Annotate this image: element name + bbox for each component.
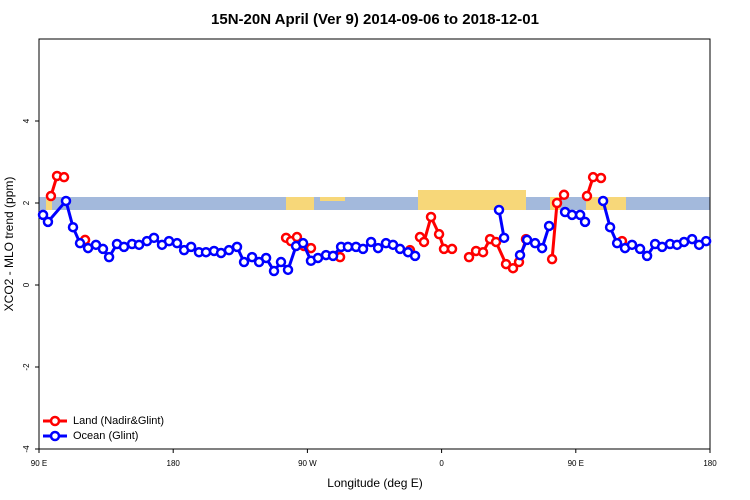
point (133, 239, 145, 251)
point (611, 237, 623, 249)
x-tick-label: 180 (167, 459, 181, 468)
point (74, 237, 86, 249)
point (574, 209, 586, 221)
point (118, 241, 130, 253)
point (446, 243, 458, 255)
point (626, 239, 638, 251)
point (45, 190, 57, 202)
point (58, 171, 70, 183)
point (305, 242, 317, 254)
point (425, 211, 437, 223)
point (42, 216, 54, 228)
point (536, 242, 548, 254)
surface-band (39, 197, 710, 210)
point (579, 216, 591, 228)
x-tick-label: 0 (439, 459, 444, 468)
point (163, 235, 175, 247)
point (686, 233, 698, 245)
y-tick-label: -2 (22, 363, 31, 371)
point (200, 246, 212, 258)
point (463, 251, 475, 263)
point (297, 237, 309, 249)
point (546, 253, 558, 265)
point (477, 246, 489, 258)
point (581, 190, 593, 202)
point (493, 204, 505, 216)
chart-title: 15N-20N April (Ver 9) 2014-09-06 to 2018… (211, 11, 539, 28)
point (37, 209, 49, 221)
point (558, 189, 570, 201)
point (700, 235, 712, 247)
point (641, 250, 653, 262)
point (521, 234, 533, 246)
point (60, 195, 72, 207)
point (514, 249, 526, 261)
point (543, 220, 555, 232)
x-axis-label: Longitude (deg E) (327, 476, 422, 490)
point (365, 236, 377, 248)
point (409, 250, 421, 262)
point (566, 209, 578, 221)
point (97, 243, 109, 255)
point (260, 252, 272, 264)
legend-marker (49, 415, 61, 427)
point (418, 236, 430, 248)
legend-marker (49, 430, 61, 442)
x-tick-label: 90 E (31, 459, 47, 468)
point (282, 264, 294, 276)
legend-label: Ocean (Glint) (73, 430, 138, 442)
point (604, 221, 616, 233)
point (246, 251, 258, 263)
point (327, 250, 339, 262)
point (103, 251, 115, 263)
y-tick-label: -4 (22, 445, 31, 453)
point (678, 236, 690, 248)
point (185, 241, 197, 253)
point (342, 241, 354, 253)
point (507, 262, 519, 274)
point (597, 195, 609, 207)
legend-label: Land (Nadir&Glint) (73, 415, 164, 427)
point (357, 243, 369, 255)
point (148, 232, 160, 244)
y-axis-label: XCO2 - MLO trend (ppm) (2, 177, 16, 312)
series-line (41, 197, 707, 274)
point (268, 265, 280, 277)
point (223, 244, 235, 256)
point (394, 243, 406, 255)
point (171, 237, 183, 249)
point (498, 232, 510, 244)
y-tick-label: 4 (22, 118, 31, 123)
point (312, 252, 324, 264)
x-tick-label: 180 (703, 459, 717, 468)
x-tick-label: 90 W (298, 459, 317, 468)
point (490, 236, 502, 248)
point (372, 242, 384, 254)
point (67, 221, 79, 233)
point (595, 172, 607, 184)
x-tick-label: 90 E (568, 459, 584, 468)
y-tick-label: 2 (22, 200, 31, 205)
point (275, 256, 287, 268)
point (438, 243, 450, 255)
point (433, 228, 445, 240)
point (238, 256, 250, 268)
point (231, 241, 243, 253)
y-tick-label: 0 (22, 282, 31, 287)
point (551, 197, 563, 209)
point (529, 237, 541, 249)
point (634, 243, 646, 255)
